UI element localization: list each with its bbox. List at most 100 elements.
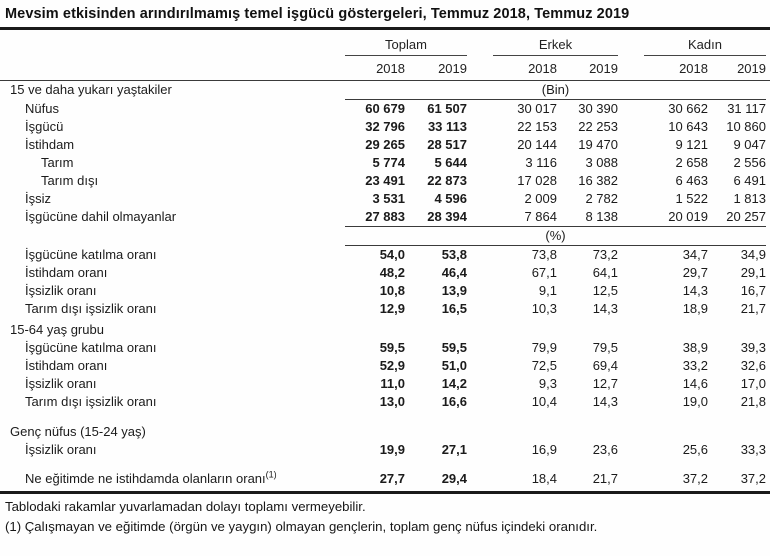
cell-value: 29,1 [740, 265, 766, 280]
cell-value: 38,9 [682, 340, 708, 355]
row-label [0, 226, 345, 246]
section-row-15plus: 15 ve daha yukarı yaştakiler (Bin) [0, 81, 770, 100]
cell-value: 16,7 [740, 283, 766, 298]
section-label: 15 ve daha yukarı yaştakiler [10, 82, 172, 97]
cell-value: 52,9 [379, 358, 405, 373]
cell-value: 79,9 [531, 340, 557, 355]
row-label: İşsiz [25, 191, 51, 206]
cell-value: 10,8 [379, 283, 405, 298]
cell-value: 7 864 [524, 209, 557, 224]
row-label: İstihdam oranı [25, 358, 108, 373]
cell-value: 25,6 [682, 442, 708, 457]
cell-value: 16,5 [441, 301, 467, 316]
section-row-genc-nufus: Genç nüfus (15-24 yaş) [0, 423, 770, 441]
cell-value: 2 658 [675, 155, 708, 170]
cell-value: 29 265 [365, 137, 405, 152]
cell-value: 29,7 [682, 265, 708, 280]
cell-value: 32,6 [740, 358, 766, 373]
cell-value: 16,9 [531, 442, 557, 457]
table-row-katilma-orani-1564: İşgücüne katılma oranı 59,5 59,5 79,9 79… [0, 339, 770, 357]
cell-value: 33,3 [740, 442, 766, 457]
table-row-istihdam-orani: İstihdam oranı 48,2 46,4 67,1 64,1 29,7 … [0, 264, 770, 282]
cell-value: 3 088 [585, 155, 618, 170]
table-row-isgucune-dahil-olmayanlar: İşgücüne dahil olmayanlar 27 883 28 394 … [0, 208, 770, 226]
cell-value: 9 121 [675, 137, 708, 152]
cell-value: 12,7 [592, 376, 618, 391]
cell-value: 2 556 [733, 155, 766, 170]
cell-value: 28 394 [427, 209, 467, 224]
cell-value: 1 813 [733, 191, 766, 206]
cell-value: 54,0 [379, 247, 405, 262]
cell-value: 22 253 [578, 119, 618, 134]
table-row-neet-orani: Ne eğitimde ne istihdamda olanların oran… [0, 470, 770, 488]
cell-value: 27,1 [441, 442, 467, 457]
cell-value: 18,9 [682, 301, 708, 316]
cell-value: 53,8 [441, 247, 467, 262]
cell-value: 61 507 [427, 101, 467, 116]
cell-value: 22 153 [517, 119, 557, 134]
cell-value: 51,0 [441, 358, 467, 373]
table-row-tarim-disi: Tarım dışı 23 491 22 873 17 028 16 382 6… [0, 172, 770, 190]
cell-value: 23 491 [365, 173, 405, 188]
cell-value: 3 531 [372, 191, 405, 206]
page-title: Mevsim etkisinden arındırılmamış temel i… [5, 6, 630, 22]
unit-label-percent: (%) [345, 226, 766, 246]
table-footnotes: Tablodaki rakamlar yuvarlamadan dolayı t… [0, 494, 770, 537]
cell-value: 2 009 [524, 191, 557, 206]
cell-value: 12,9 [379, 301, 405, 316]
table-row-issizlik-orani-genc: İşsizlik oranı 19,9 27,1 16,9 23,6 25,6 … [0, 441, 770, 459]
cell-value: 28 517 [427, 137, 467, 152]
cell-value: 19,0 [682, 394, 708, 409]
cell-value: 6 491 [733, 173, 766, 188]
cell-value: 30 662 [668, 101, 708, 116]
table-row-tarim: Tarım 5 774 5 644 3 116 3 088 2 658 2 55… [0, 154, 770, 172]
cell-value: 30 017 [517, 101, 557, 116]
column-group-header-row: Toplam Erkek Kadın [0, 30, 770, 56]
cell-value: 22 873 [427, 173, 467, 188]
cell-value: 27 883 [365, 209, 405, 224]
cell-value: 39,3 [740, 340, 766, 355]
cell-value: 59,5 [441, 340, 467, 355]
row-label: İstihdam [25, 137, 75, 152]
row-label: Tarım dışı işsizlik oranı [25, 301, 157, 316]
cell-value: 48,2 [379, 265, 405, 280]
top-rule [0, 27, 770, 30]
cell-value: 16 382 [578, 173, 618, 188]
footnote-neet-definition: (1) Çalışmayan ve eğitimde (örgün ve yay… [5, 519, 598, 534]
cell-value: 33 113 [427, 119, 467, 134]
cell-value: 60 679 [365, 101, 405, 116]
table-row-tarim-disi-issizlik: Tarım dışı işsizlik oranı 12,9 16,5 10,3… [0, 300, 770, 318]
cell-value: 31 117 [727, 101, 766, 116]
year-header: 2018 [528, 60, 557, 76]
cell-value: 14,3 [592, 301, 618, 316]
cell-value: 64,1 [592, 265, 618, 280]
cell-value: 17,0 [740, 376, 766, 391]
cell-value: 69,4 [592, 358, 618, 373]
table-row-issizlik-orani: İşsizlik oranı 10,8 13,9 9,1 12,5 14,3 1… [0, 282, 770, 300]
cell-value: 73,8 [531, 247, 557, 262]
cell-value: 18,4 [531, 471, 557, 486]
cell-value: 6 463 [675, 173, 708, 188]
table-row-istihdam: İstihdam 29 265 28 517 20 144 19 470 9 1… [0, 136, 770, 154]
unit-divider-row: (%) [0, 226, 770, 246]
cell-value: 73,2 [592, 247, 618, 262]
cell-value: 14,2 [441, 376, 467, 391]
cell-value: 12,5 [592, 283, 618, 298]
cell-value: 3 116 [525, 155, 557, 170]
year-header: 2018 [679, 60, 708, 76]
cell-value: 20 019 [668, 209, 708, 224]
unit-label-bin: (Bin) [345, 81, 766, 100]
column-group-toplam: Toplam [345, 37, 467, 56]
cell-value: 9,3 [538, 376, 557, 391]
table-row-istihdam-orani-1564: İstihdam oranı 52,9 51,0 72,5 69,4 33,2 … [0, 357, 770, 375]
cell-value: 32 796 [365, 119, 405, 134]
cell-value: 1 522 [675, 191, 708, 206]
cell-value: 33,2 [682, 358, 708, 373]
cell-value: 27,7 [379, 471, 405, 486]
cell-value: 79,5 [592, 340, 618, 355]
cell-value: 11,0 [380, 376, 405, 391]
cell-value: 10 643 [668, 119, 708, 134]
cell-value: 72,5 [531, 358, 557, 373]
header-rule [0, 80, 770, 81]
